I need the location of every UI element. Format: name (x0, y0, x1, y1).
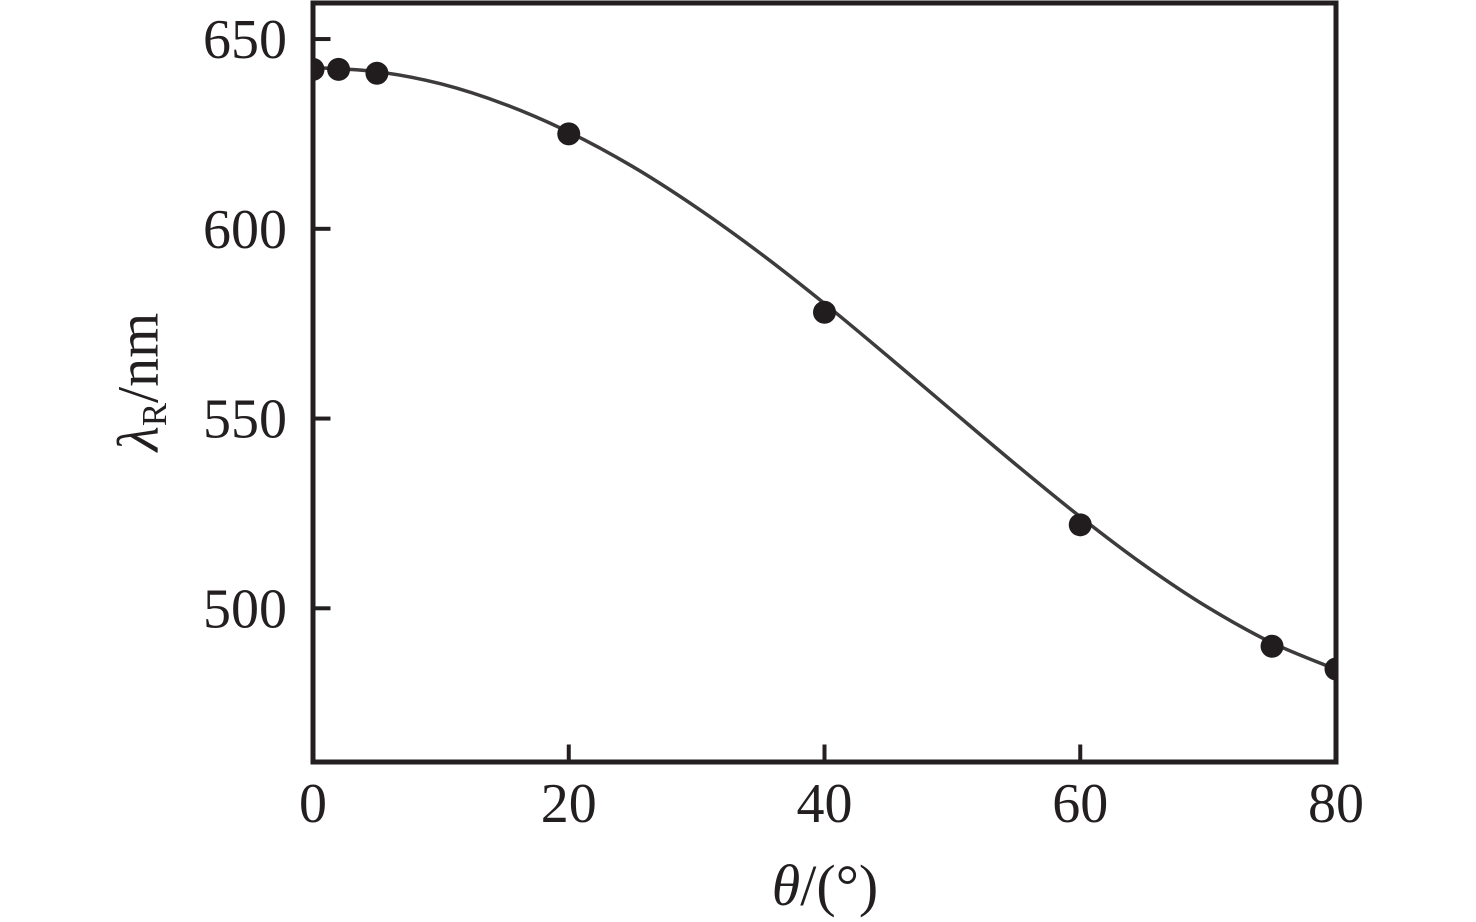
y-axis-label: λR/nm (105, 313, 174, 452)
data-point (365, 61, 389, 85)
y-axis-label-subscript: R (134, 402, 174, 427)
x-tick-label: 40 (797, 773, 853, 835)
fit-curve (313, 65, 1336, 672)
data-point (813, 300, 836, 324)
y-axis-label-lambda: λ (105, 426, 171, 452)
x-axis-label-units: /(°) (800, 853, 879, 918)
data-point (1068, 513, 1092, 537)
x-tick-label: 20 (541, 773, 597, 835)
plot-frame (310, 0, 1339, 765)
data-point (313, 57, 325, 81)
y-axis-label-units: /nm (105, 312, 171, 403)
x-axis-label: θ/(°) (772, 857, 878, 915)
x-axis-label-theta: θ (771, 853, 801, 918)
y-tick-label: 650 (203, 9, 287, 71)
x-tick-label: 60 (1052, 773, 1108, 835)
y-tick-label: 500 (203, 578, 287, 640)
data-point (1260, 634, 1284, 658)
y-tick-label: 600 (203, 199, 287, 261)
data-point (327, 57, 351, 81)
y-tick-label: 550 (203, 389, 287, 451)
data-point (557, 122, 581, 146)
data-point (1324, 657, 1336, 681)
x-tick-label: 0 (299, 773, 327, 835)
x-tick-label: 80 (1308, 773, 1364, 835)
